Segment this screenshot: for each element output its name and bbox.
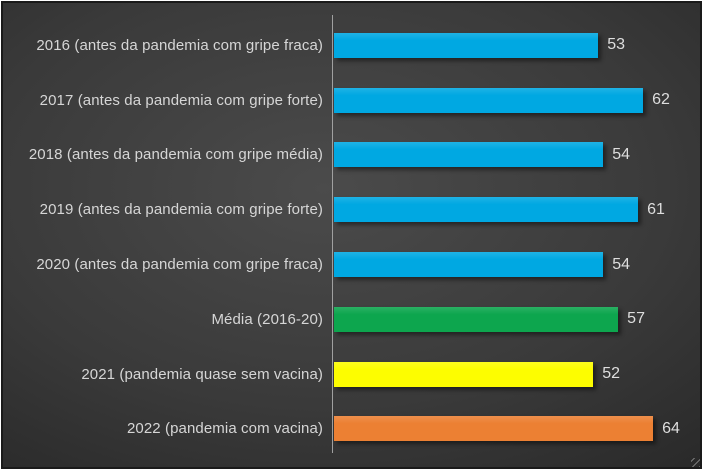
bar-area: 57 — [332, 306, 687, 332]
chart-row: 2022 (pandemia com vacina) 64 — [3, 402, 700, 457]
chart-row: 2016 (antes da pandemia com gripe fraca)… — [3, 18, 700, 73]
value-label: 53 — [607, 36, 626, 54]
chart-row: Média (2016-20) 57 — [3, 292, 700, 347]
value-label: 62 — [652, 91, 670, 109]
bar-area: 54 — [332, 142, 687, 168]
bar — [334, 87, 644, 113]
bar — [334, 306, 619, 332]
category-label: 2020 (antes da pandemia com gripe fraca) — [36, 256, 323, 274]
bar-area: 54 — [332, 252, 687, 278]
category-label: 2019 (antes da pandemia com gripe forte) — [39, 201, 323, 219]
bar — [334, 416, 654, 442]
bar — [334, 361, 594, 387]
bar — [334, 32, 599, 58]
bar-area: 53 — [332, 32, 687, 58]
bar — [334, 142, 604, 168]
chart-row: 2019 (antes da pandemia com gripe forte)… — [3, 182, 700, 237]
value-label: 61 — [647, 200, 665, 218]
value-label: 54 — [612, 145, 631, 163]
resize-handle-icon — [691, 458, 700, 467]
bar-area: 61 — [332, 197, 687, 223]
chart-row: 2021 (pandemia quase sem vacina) 52 — [3, 347, 700, 402]
value-label: 64 — [662, 419, 680, 437]
category-label: Média (2016-20) — [211, 310, 323, 328]
bar — [334, 197, 639, 223]
category-label: 2021 (pandemia quase sem vacina) — [81, 365, 323, 383]
chart-row: 2018 (antes da pandemia com gripe média)… — [3, 128, 700, 183]
bar-area: 62 — [332, 87, 687, 113]
bar-area: 52 — [332, 361, 687, 387]
value-label: 57 — [627, 310, 645, 328]
value-label: 52 — [602, 365, 621, 383]
category-label: 2017 (antes da pandemia com gripe forte) — [39, 91, 323, 109]
chart-row: 2017 (antes da pandemia com gripe forte)… — [3, 73, 700, 128]
chart-rows: 2016 (antes da pandemia com gripe fraca)… — [3, 18, 700, 456]
bar-area: 64 — [332, 416, 687, 442]
bar — [334, 252, 604, 278]
category-label: 2016 (antes da pandemia com gripe fraca) — [36, 36, 323, 54]
value-label: 54 — [612, 255, 631, 273]
chart-row: 2020 (antes da pandemia com gripe fraca)… — [3, 237, 700, 292]
category-label: 2022 (pandemia com vacina) — [126, 420, 323, 438]
category-label: 2018 (antes da pandemia com gripe média) — [28, 146, 323, 164]
y-axis-line — [332, 15, 333, 453]
